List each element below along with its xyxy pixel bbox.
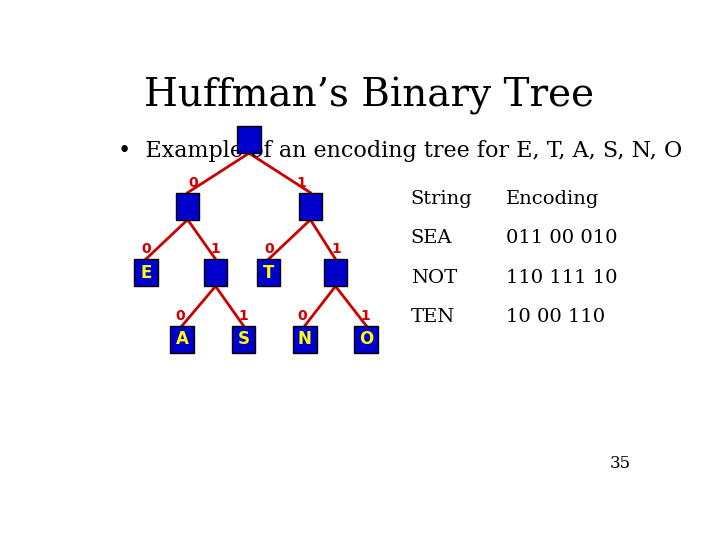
FancyBboxPatch shape: [354, 326, 378, 353]
Text: 10 00 110: 10 00 110: [505, 308, 605, 326]
Text: 1: 1: [360, 309, 370, 323]
Text: SEA: SEA: [411, 229, 452, 247]
Text: 0: 0: [297, 309, 307, 323]
Text: String: String: [411, 190, 472, 207]
FancyBboxPatch shape: [204, 259, 228, 286]
Text: 1: 1: [297, 176, 307, 190]
Text: S: S: [238, 330, 249, 348]
Text: 0: 0: [141, 242, 151, 256]
Text: TEN: TEN: [411, 308, 455, 326]
Text: Encoding: Encoding: [505, 190, 599, 207]
Text: Huffman’s Binary Tree: Huffman’s Binary Tree: [144, 77, 594, 115]
Text: A: A: [176, 330, 189, 348]
Text: 35: 35: [610, 455, 631, 472]
FancyBboxPatch shape: [299, 193, 322, 220]
Text: 0: 0: [176, 309, 185, 323]
FancyBboxPatch shape: [293, 326, 317, 353]
FancyBboxPatch shape: [176, 193, 199, 220]
Text: NOT: NOT: [411, 268, 457, 287]
Text: T: T: [263, 264, 274, 282]
FancyBboxPatch shape: [238, 126, 261, 153]
FancyBboxPatch shape: [171, 326, 194, 353]
Text: N: N: [298, 330, 312, 348]
Text: 1: 1: [210, 242, 220, 256]
Text: O: O: [359, 330, 374, 348]
FancyBboxPatch shape: [257, 259, 280, 286]
Text: •  Example of an encoding tree for E, T, A, S, N, O: • Example of an encoding tree for E, T, …: [118, 140, 682, 161]
Text: 0: 0: [264, 242, 274, 256]
Text: E: E: [140, 264, 151, 282]
Text: 110 111 10: 110 111 10: [505, 268, 617, 287]
FancyBboxPatch shape: [134, 259, 158, 286]
Text: 1: 1: [331, 242, 341, 256]
FancyBboxPatch shape: [324, 259, 347, 286]
Text: 011 00 010: 011 00 010: [505, 229, 617, 247]
Text: 1: 1: [238, 309, 248, 323]
FancyBboxPatch shape: [232, 326, 255, 353]
Text: 0: 0: [188, 176, 198, 190]
